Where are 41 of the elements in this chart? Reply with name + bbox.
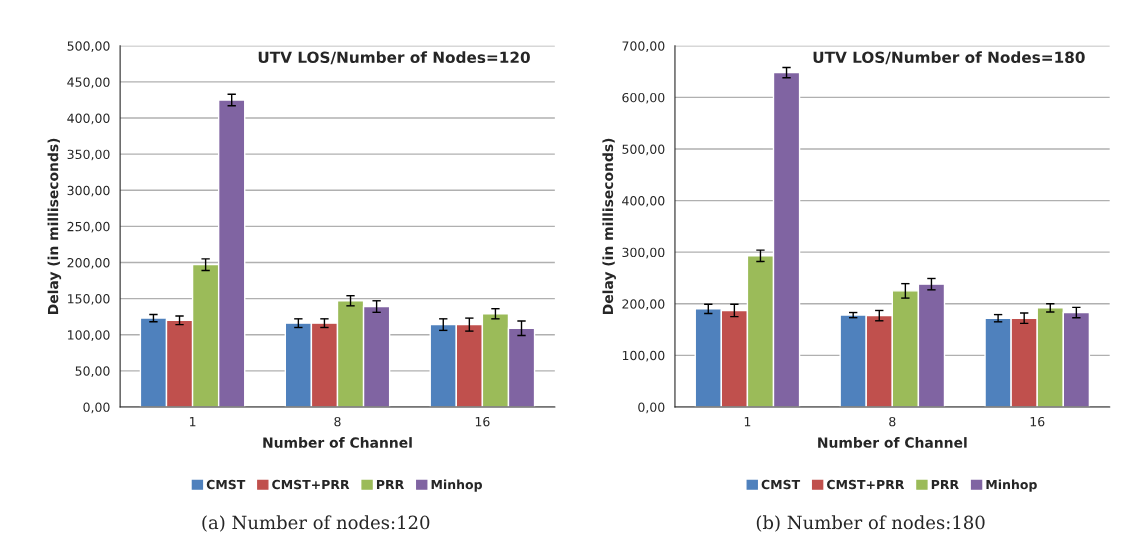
y-tick-label: 400,00: [622, 196, 665, 207]
y-tick-label: 100,00: [622, 350, 665, 362]
chart-title: UTV LOS/Number of Nodes=180: [813, 51, 1085, 65]
y-tick-label: 600,00: [622, 92, 665, 104]
y-tick-label: 200,00: [622, 299, 665, 310]
x-tick-label: 8: [889, 416, 896, 427]
legend-label: CMST: [206, 479, 246, 490]
x-tick-label: 16: [475, 416, 490, 427]
y-tick-label: 700,00: [622, 41, 665, 53]
legend-label: CMST+PRR: [272, 479, 350, 490]
chart-title: UTV LOS/Number of Nodes=120: [258, 51, 530, 65]
legend-label: CMST+PRR: [827, 479, 905, 490]
legend-label: PRR: [376, 479, 404, 490]
y-tick-label: 500,00: [622, 144, 665, 156]
y-tick-label: 50,00: [75, 366, 110, 378]
text: (b) Number of nodes:180: [756, 515, 985, 532]
y-axis-title: Delay (in milliseconds): [47, 138, 62, 314]
y-tick-label: 350,00: [67, 149, 110, 161]
y-tick-label: 500,00: [67, 41, 110, 53]
y-tick-label: 300,00: [67, 185, 110, 197]
y-tick-label: 0,00: [638, 402, 665, 414]
y-tick-label: 400,00: [67, 113, 110, 125]
legend-label: CMST: [761, 479, 801, 490]
legend-label: PRR: [931, 479, 959, 490]
x-tick-label: 16: [1030, 416, 1045, 427]
text: (a) Number of nodes:120: [202, 515, 430, 532]
y-tick-label: 450,00: [67, 77, 110, 89]
y-tick-label: 100,00: [68, 330, 110, 341]
y-tick-label: 200,00: [67, 257, 110, 269]
x-axis-title: Number of Channel: [263, 437, 412, 448]
y-tick-label: 0,00: [83, 402, 110, 414]
x-axis-title: Number of Channel: [818, 437, 967, 448]
x-tick-label: 1: [744, 417, 751, 427]
y-tick-label: 150,00: [68, 294, 110, 305]
x-tick-label: 8: [334, 416, 341, 427]
legend-label: Minhop: [986, 479, 1037, 492]
x-tick-label: 1: [189, 417, 196, 427]
y-axis-title: Delay (in milliseconds): [602, 138, 616, 314]
y-tick-label: 300,00: [622, 247, 665, 259]
y-tick-label: 250,00: [67, 221, 110, 233]
legend-label: Minhop: [431, 479, 482, 492]
